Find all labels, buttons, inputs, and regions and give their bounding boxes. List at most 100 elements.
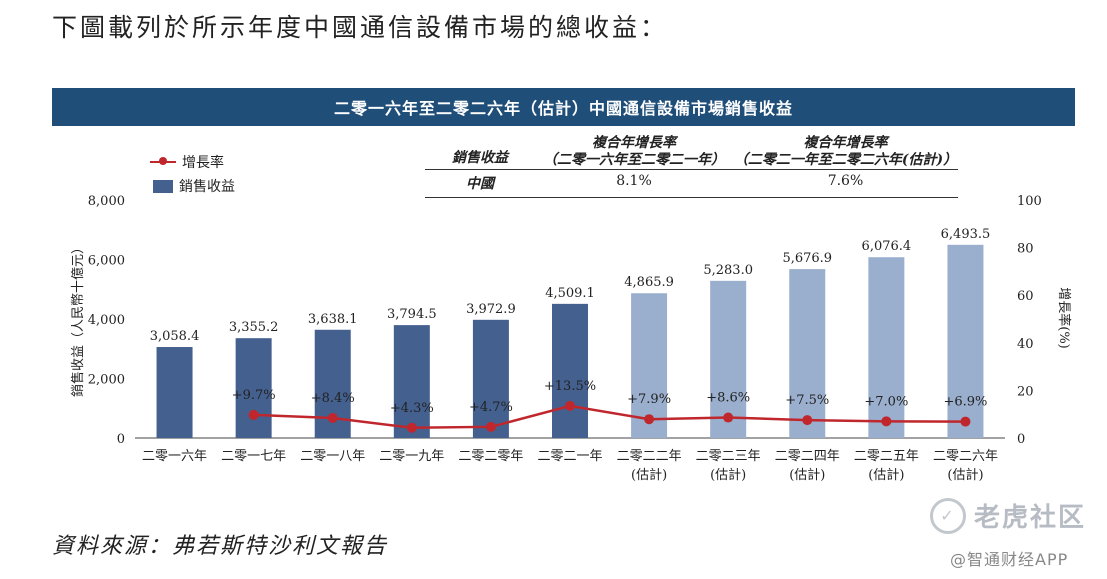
cagr-table-row: 中國 8.1% 7.6%: [425, 169, 958, 197]
legend-item-growth: 增長率: [150, 150, 235, 174]
source-note: 資料來源：弗若斯特沙利文報告: [52, 534, 389, 559]
x-tick-label: 二零二四年: [775, 449, 840, 464]
y-tick-label: 8,000: [88, 194, 125, 209]
bar-value-label: 6,493.5: [941, 227, 991, 242]
growth-point: [327, 413, 338, 424]
growth-point: [723, 412, 734, 423]
bar-value-label: 4,509.1: [545, 286, 595, 301]
growth-label: +13.5%: [544, 379, 596, 394]
chart-legend: 增長率 銷售收益: [150, 150, 235, 198]
bar-value-label: 3,355.2: [229, 320, 279, 335]
legend-label-growth: 增長率: [182, 155, 224, 171]
bar: [156, 347, 193, 438]
bar: [947, 244, 984, 438]
brand-logo-icon: ✓: [930, 497, 966, 534]
chart-title: 二零一六年至二零二六年（估計）中國通信設備市場銷售收益: [333, 99, 793, 118]
x-tick-label: 二零一七年: [221, 449, 286, 464]
bar: [235, 338, 272, 438]
y2-tick-label: 100: [1017, 194, 1042, 209]
bar-value-label: 5,283.0: [703, 263, 753, 278]
y-tick-label: 0: [117, 432, 125, 447]
growth-line: [253, 404, 966, 430]
x-tick-label: 二零二六年: [933, 449, 998, 464]
y2-axis-title: 增長率(%): [1056, 287, 1072, 349]
x-tick-sublabel: (估計): [868, 467, 904, 483]
y2-tick-label: 40: [1017, 337, 1034, 352]
bar: [393, 325, 430, 438]
y2-tick-label: 20: [1017, 384, 1034, 399]
x-tick-label: 二零二三年: [696, 449, 761, 464]
x-tick-sublabel: (估計): [631, 467, 667, 483]
growth-point: [406, 422, 417, 433]
cagr-header-2016-2021: 複合年增長率 （二零一六年至二零二一年）: [535, 135, 733, 169]
bar-value-label: 3,638.1: [308, 312, 358, 327]
growth-label: +6.9%: [943, 395, 987, 410]
growth-label: +7.0%: [864, 394, 908, 409]
x-tick-sublabel: (估計): [947, 467, 983, 483]
growth-point: [565, 400, 575, 411]
cagr-value-2016-2021: 8.1%: [616, 173, 652, 189]
growth-label: +8.6%: [706, 391, 750, 406]
y2-tick-label: 0: [1017, 432, 1025, 447]
x-tick-label: 二零二五年: [854, 449, 919, 464]
legend-item-revenue: 銷售收益: [150, 174, 235, 198]
cagr-header-2021-2026-line-2: （二零二一年至二零二六年(估計)）: [733, 152, 958, 168]
brand-watermark-text: 老虎社区: [974, 503, 1087, 533]
growth-label: +7.5%: [785, 393, 829, 408]
bar-value-label: 5,676.9: [782, 251, 832, 266]
bar: [789, 269, 826, 438]
x-tick-label: 二零一六年: [142, 449, 207, 464]
growth-point: [485, 421, 496, 432]
cagr-header-2016-2021-line-2: （二零一六年至二零二一年）: [543, 152, 725, 168]
x-tick-label: 二零二二年: [617, 449, 682, 464]
page-heading: 下圖載列於所示年度中國通信設備市場的總收益：: [52, 13, 669, 42]
growth-point: [644, 414, 655, 425]
x-tick-label: 二零一九年: [379, 449, 444, 464]
growth-label: +4.7%: [469, 400, 513, 415]
y-axis-title: 銷售收益（人民幣十億元）: [70, 241, 86, 397]
x-tick-sublabel: (估計): [789, 467, 825, 483]
growth-point: [248, 409, 259, 420]
x-tick-label: 二零二一年: [537, 449, 602, 464]
legend-line-marker: [150, 157, 176, 165]
cagr-header-2021-2026: 複合年增長率 （二零二一年至二零二六年(估計)）: [733, 135, 958, 169]
cagr-table-header: 銷售收益 複合年增長率 （二零一六年至二零二一年） 複合年增長率 （二零二一年至二零…: [425, 135, 958, 169]
bar: [710, 280, 747, 438]
growth-point: [881, 416, 892, 427]
y2-tick-label: 80: [1017, 242, 1034, 257]
bar-value-label: 3,794.5: [387, 307, 437, 322]
app-watermark: @智通财经APP: [950, 550, 1069, 569]
x-tick-label: 二零一八年: [300, 449, 365, 464]
bar-value-label: 3,058.4: [150, 329, 200, 344]
growth-point: [802, 415, 813, 426]
cagr-header-2016-2021-line-1: 複合年增長率: [592, 135, 676, 151]
legend-label-revenue: 銷售收益: [179, 179, 235, 195]
cagr-row-region: 中國: [466, 176, 494, 192]
growth-label: +4.3%: [390, 401, 434, 416]
cagr-header-label: 銷售收益: [452, 150, 508, 166]
cagr-table: 銷售收益 複合年增長率 （二零一六年至二零二一年） 複合年增長率 （二零二一年至二零…: [425, 135, 958, 198]
growth-point: [960, 416, 971, 427]
brand-watermark: ✓ 老虎社区: [930, 497, 1086, 534]
bar-value-label: 3,972.9: [466, 302, 516, 317]
bar: [868, 257, 905, 438]
x-tick-label: 二零二零年: [458, 449, 523, 464]
cagr-header-2021-2026-line-1: 複合年增長率: [803, 135, 888, 151]
growth-label: +8.4%: [311, 391, 355, 406]
bar: [631, 293, 668, 438]
y-tick-label: 2,000: [88, 373, 125, 388]
y-tick-label: 4,000: [88, 313, 125, 328]
legend-bar-marker: [153, 179, 173, 193]
bar-value-label: 4,865.9: [624, 275, 674, 290]
bar-value-label: 6,076.4: [862, 239, 912, 254]
y2-tick-label: 60: [1017, 289, 1034, 304]
growth-label: +9.7%: [232, 388, 276, 403]
y-tick-label: 6,000: [88, 254, 125, 269]
x-tick-sublabel: (估計): [710, 467, 746, 483]
cagr-table-bottom-rule: [425, 197, 958, 198]
bar: [552, 303, 588, 438]
cagr-value-2021-2026: 7.6%: [827, 173, 864, 189]
bar: [472, 319, 509, 438]
chart-title-banner: 二零一六年至二零二六年（估計）中國通信設備市場銷售收益: [52, 88, 1075, 126]
